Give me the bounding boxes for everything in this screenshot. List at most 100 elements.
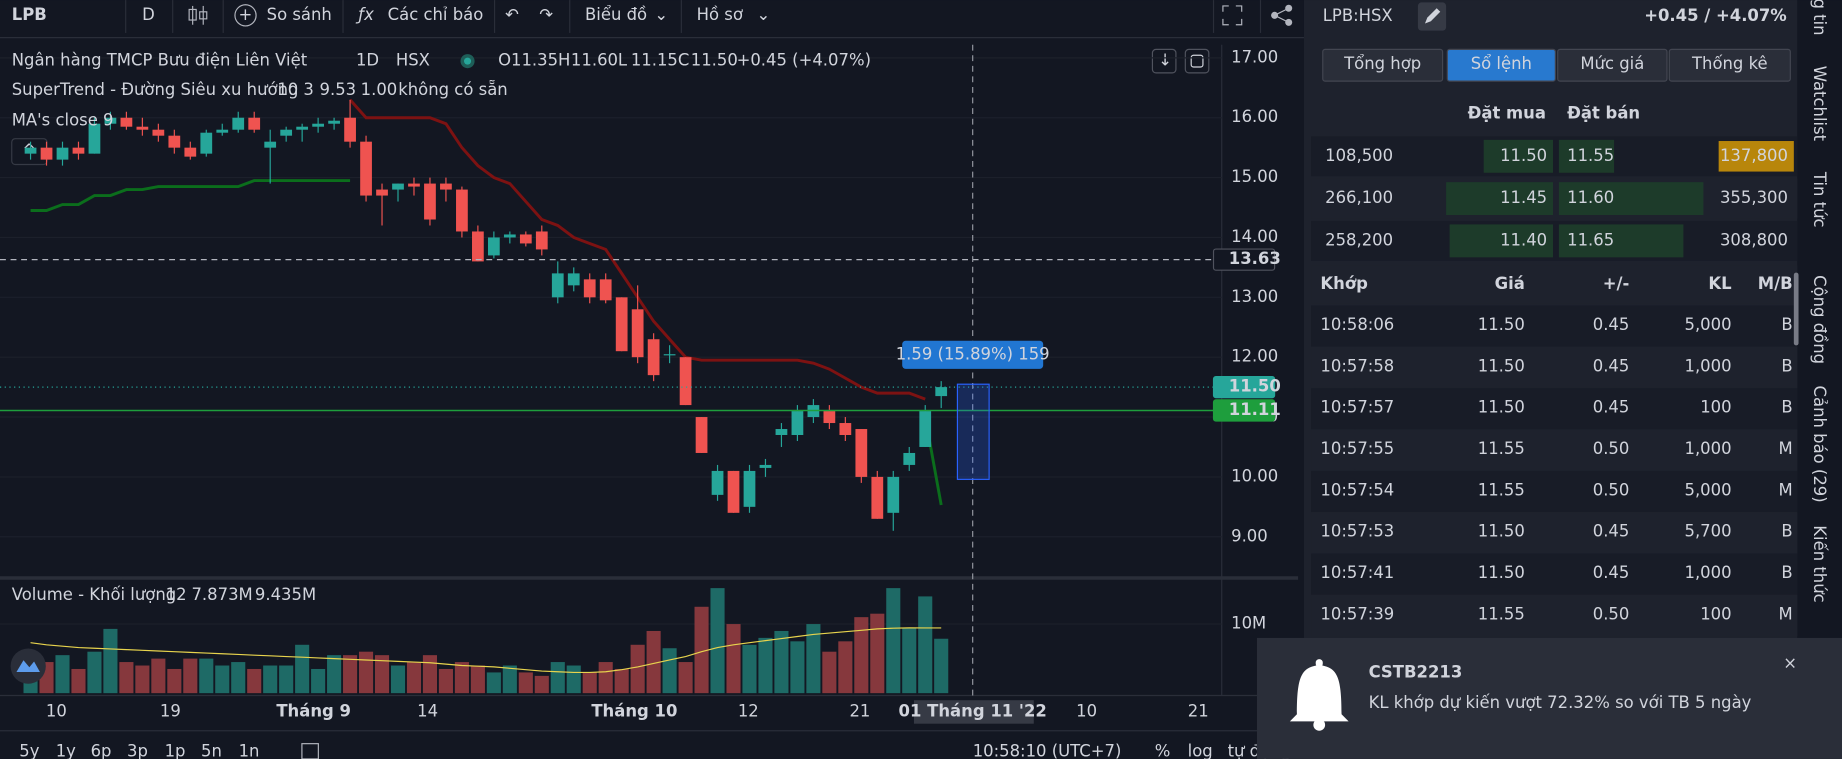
trade-change: 0.50	[1593, 439, 1630, 458]
trade-volume: 100	[1700, 604, 1731, 623]
notification-box	[1256, 637, 1842, 759]
book-header: Đặt mua	[1468, 104, 1546, 123]
scroll-button[interactable]	[1151, 48, 1177, 74]
panel-change: +0.45 / +4.07%	[1644, 6, 1787, 25]
candle-body	[791, 411, 804, 436]
indicators-button[interactable]: Các chỉ báo	[388, 5, 484, 24]
ma-legend: MA's close 9	[12, 111, 114, 130]
indicator-status: không có sẵn	[398, 80, 507, 99]
trade-row	[1311, 470, 1798, 513]
volume-bar	[263, 665, 278, 694]
redo[interactable]: ↷	[539, 5, 553, 24]
volume-bar	[870, 613, 885, 694]
candle-body	[376, 189, 388, 196]
range-button[interactable]: 5n	[201, 741, 222, 759]
trade-time: 10:57:39	[1320, 604, 1394, 623]
volume-bar	[758, 637, 773, 694]
candle-icon[interactable]	[188, 5, 208, 25]
close-button[interactable]: ×	[1783, 653, 1797, 672]
candle-body	[855, 429, 868, 477]
maximize-button[interactable]	[1184, 48, 1210, 74]
trade-time: 10:58:06	[1320, 315, 1394, 334]
fullscreen-icon[interactable]	[1222, 5, 1243, 26]
candle-body	[519, 234, 532, 244]
tab[interactable]	[1446, 48, 1556, 82]
profile-button[interactable]: Hồ sơ	[697, 5, 743, 24]
scrollbar	[1793, 272, 1799, 346]
candle-body	[456, 189, 468, 232]
interval[interactable]: D	[142, 5, 155, 24]
candle-body	[759, 464, 772, 468]
side-tab[interactable]: Cộng đồng	[1810, 275, 1829, 364]
volume-bar	[902, 627, 917, 694]
candle-body	[903, 452, 916, 465]
volume-bar	[886, 588, 901, 694]
volume-bar	[918, 596, 933, 694]
tab-label: Thống kê	[1691, 54, 1768, 73]
candle-body	[472, 231, 484, 262]
trade-volume: 5,000	[1685, 315, 1732, 334]
buy-depth	[1483, 139, 1554, 173]
trade-volume: 5,000	[1685, 480, 1732, 499]
trade-volume: 5,700	[1685, 522, 1732, 541]
candle-body	[599, 279, 612, 301]
candle-body	[551, 273, 564, 298]
candle-body	[200, 132, 213, 154]
symbol[interactable]: LPB	[12, 5, 47, 24]
trade-side: B	[1781, 315, 1792, 334]
tab[interactable]	[1557, 48, 1668, 82]
range-button[interactable]: 1y	[56, 741, 76, 759]
log-button[interactable]: log	[1188, 741, 1213, 759]
share-icon[interactable]	[1271, 4, 1293, 26]
side-tab[interactable]: Kiến thức	[1810, 525, 1829, 602]
side-tab[interactable]: Watchlist	[1810, 66, 1829, 142]
clock: 10:58:10 (UTC+7)	[973, 741, 1122, 759]
volume-bar	[806, 624, 821, 694]
buy-price: 11.50	[1500, 146, 1547, 165]
range-button[interactable]: 3p	[127, 741, 148, 759]
percent-button[interactable]: %	[1155, 741, 1171, 759]
arrow-icon: ↓	[1158, 51, 1172, 70]
side-tab[interactable]: Cảnh báo (29)	[1810, 386, 1829, 503]
volume-bar	[151, 658, 166, 694]
sell-depth	[1558, 182, 1704, 216]
side-tab[interactable]: Tin tức	[1810, 171, 1829, 228]
volume-bar	[55, 655, 70, 694]
candle-body	[567, 273, 580, 286]
range-button[interactable]: 1n	[239, 741, 260, 759]
trade-change: 0.50	[1593, 480, 1630, 499]
candle-body	[775, 429, 788, 436]
fx-icon[interactable]: ƒx	[355, 5, 374, 24]
candle-body	[727, 470, 740, 513]
tab[interactable]	[1668, 48, 1791, 82]
undo[interactable]: ↶	[505, 5, 519, 24]
volume-ma	[30, 627, 942, 674]
trades-header: Giá	[1495, 274, 1525, 293]
status-dot-inner	[464, 57, 472, 65]
trades-header: Khớp	[1320, 274, 1368, 293]
y-tick-label: 14.00	[1231, 227, 1278, 246]
compare-button[interactable]: So sánh	[267, 5, 332, 24]
measure-box	[956, 383, 990, 480]
chart-type-button[interactable]: Biểu đồ	[585, 5, 647, 24]
volume-bar	[327, 655, 342, 694]
price-tag	[1212, 248, 1276, 271]
volume-bar	[183, 658, 198, 694]
volume-bar	[87, 651, 102, 694]
tab[interactable]	[1322, 48, 1444, 82]
range-button[interactable]: 6p	[91, 741, 112, 759]
x-tick-label: 14	[417, 701, 438, 720]
range-button[interactable]: 1p	[165, 741, 186, 759]
volume-bar	[438, 668, 453, 694]
candle-body	[296, 126, 309, 130]
side-tab[interactable]: ng tin	[1810, 0, 1829, 36]
candle-body	[424, 183, 436, 220]
volume-bar	[502, 665, 517, 694]
candle-body	[615, 297, 628, 352]
trade-price: 11.50	[1478, 522, 1525, 541]
x-tick-label: 10	[1076, 701, 1097, 720]
range-button[interactable]: 5y	[19, 741, 39, 759]
volume-bar	[790, 641, 805, 694]
compare-icon[interactable]	[234, 4, 257, 27]
